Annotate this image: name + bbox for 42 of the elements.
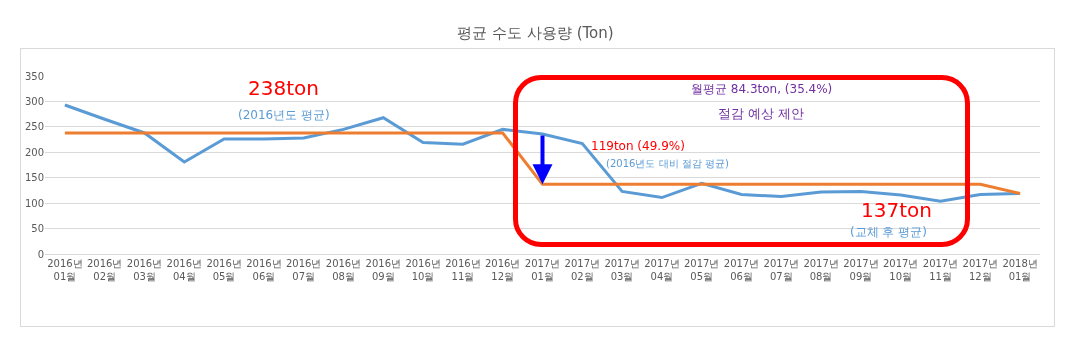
y-tick-label: 300 [24,95,44,107]
x-tick-label: 2017년 12월 [962,258,999,282]
annotation: (2016년도 평균) [238,108,330,122]
annotation: (2016년도 대비 절감 평균) [606,158,729,169]
annotation: 월평균 84.3ton, (35.4%) [691,82,833,96]
x-tick-label: 2017년 10월 [882,258,919,282]
annotation: 137ton [861,198,932,222]
x-tick-label: 2017년 06월 [723,258,760,282]
x-tick-label: 2017년 01월 [524,258,561,282]
x-tick-label: 2016년 12월 [484,258,521,282]
x-tick-label: 2017년 05월 [683,258,720,282]
x-tick-label: 2018년 01월 [1002,258,1038,282]
y-tick-label: 200 [24,146,44,158]
x-tick-label: 2016년 02월 [86,258,123,282]
x-tick-label: 2017년 08월 [803,258,839,282]
chart-title: 평균 수도 사용량 (Ton) [457,23,614,42]
x-tick-label: 2016년 11월 [445,258,481,282]
annotation: 절감 예상 제안 [718,106,805,121]
annotation: (교체 후 평균) [850,225,927,239]
y-tick-label: 350 [24,70,44,82]
y-tick-label: 0 [37,248,44,260]
x-tick-label: 2017년 02월 [564,258,601,282]
x-tick-label: 2017년 04월 [644,258,680,282]
x-tick-label: 2016년 07월 [285,258,322,282]
x-tick-label: 2016년 09월 [365,258,402,282]
x-tick-label: 2016년 03월 [126,258,163,282]
x-tick-label: 2016년 05월 [206,258,242,282]
x-tick-label: 2016년 01월 [47,258,83,282]
y-tick-label: 250 [24,121,44,133]
annotation: 238ton [248,76,319,100]
y-tick-label: 100 [24,197,44,209]
x-tick-label: 2016년 06월 [246,258,282,282]
x-tick-label: 2017년 11월 [922,258,959,282]
x-tick-label: 2017년 03월 [604,258,640,282]
x-tick-label: 2017년 07월 [763,258,800,282]
y-tick-label: 50 [31,223,44,235]
x-tick-label: 2017년 09월 [843,258,879,282]
y-tick-label: 150 [24,172,44,184]
x-tick-label: 2016년 04월 [166,258,203,282]
x-tick-label: 2016년 08월 [325,258,362,282]
x-tick-label: 2016년 10월 [405,258,441,282]
annotation: 119ton (49.9%) [591,139,685,153]
